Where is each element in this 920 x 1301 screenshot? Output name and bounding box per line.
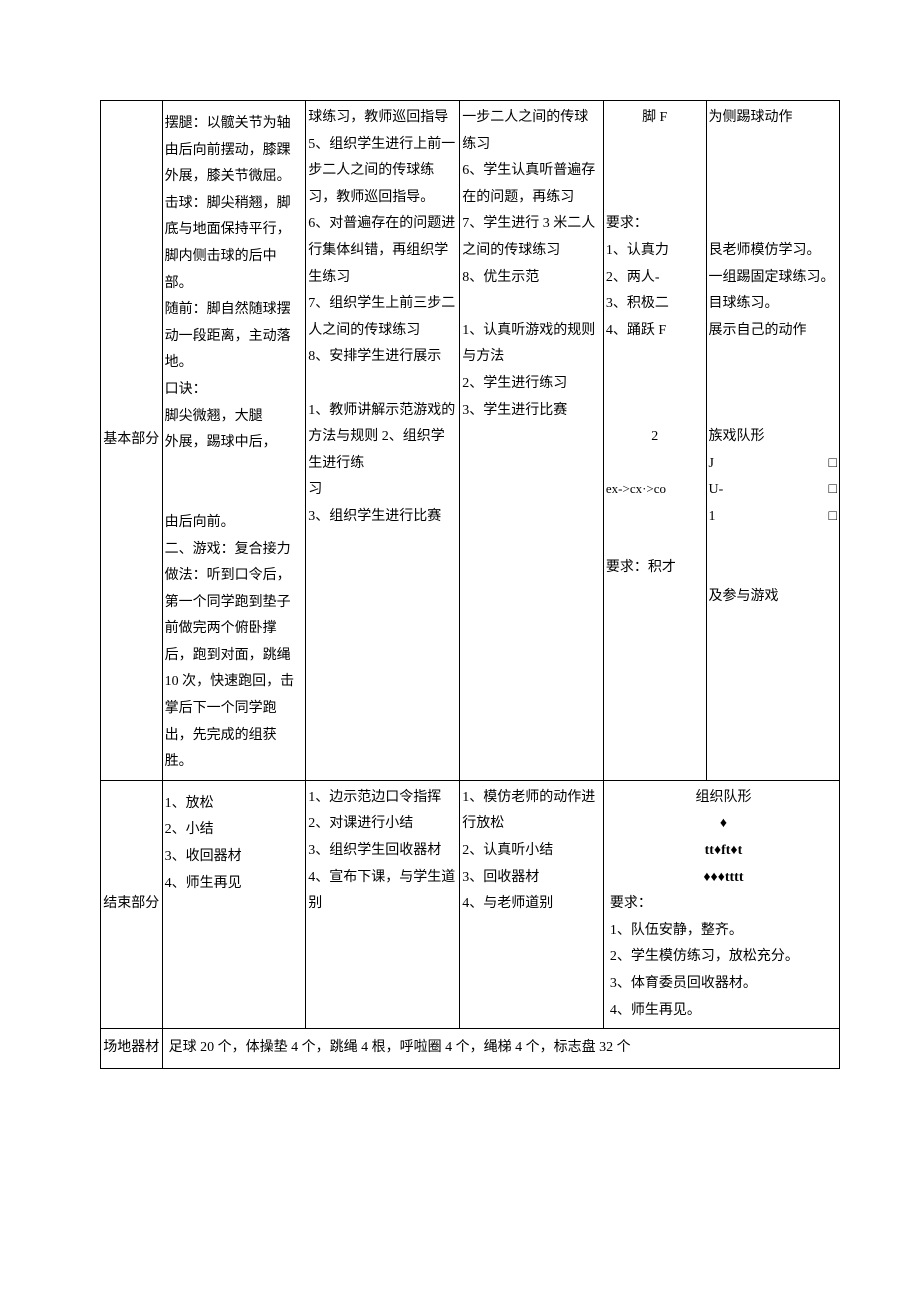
cell-text: 1、边示范边口令指挥 2、对课进行小结 3、组织学生回收器材 4、宣布下课，与学… (308, 790, 455, 911)
table-row: 基本部分 摆腿：以髋关节为轴由后向前摆动，膝踝外展，膝关节微屈。 击球：脚尖稍翘… (101, 101, 840, 781)
section-equipment: 场地器材 (101, 1029, 163, 1069)
section-label: 基本部分 (103, 432, 159, 447)
cell-text: 1、模仿老师的动作进行放松 2、认真听小结 3、回收器材 4、与老师道别 (462, 790, 595, 911)
cell-text: 1、放松 2、小结 3、收回器材 4、师生再见 (165, 796, 242, 891)
cell-text: 摆腿：以髋关节为轴由后向前摆动，膝踝外展，膝关节微屈。 击球：脚尖稍翘，脚底与地… (165, 116, 295, 769)
cell-equipment-content: 足球 20 个，体操垫 4 个，跳绳 4 根，呼啦圈 4 个，绳梯 4 个，标志… (162, 1029, 839, 1069)
requirements-block: 要求： 1、队伍安静，整齐。 2、学生模仿练习，放松充分。 3、体育委员回收器材… (610, 891, 837, 1024)
cell-end-teacher: 1、边示范边口令指挥 2、对课进行小结 3、组织学生回收器材 4、宣布下课，与学… (306, 780, 460, 1028)
cell-basic-student: 一步二人之间的传球练习 6、学生认真听普遍存在的问题，再练习 7、学生进行 3 … (460, 101, 604, 781)
cell-basic-org: 脚 F 要求：1、认真力2、两人-3、积极二4、踊跃 F 2 ex->cx·>c… (603, 101, 706, 781)
section-basic: 基本部分 (101, 101, 163, 781)
section-label: 场地器材 (103, 1040, 159, 1055)
cell-end-org-merged: 组织队形♦tt♦ft♦t♦♦♦tttt要求： 1、队伍安静，整齐。 2、学生模仿… (603, 780, 839, 1028)
cell-basic-content: 摆腿：以髋关节为轴由后向前摆动，膝踝外展，膝关节微屈。 击球：脚尖稍翘，脚底与地… (162, 101, 306, 781)
cell-end-student: 1、模仿老师的动作进行放松 2、认真听小结 3、回收器材 4、与老师道别 (460, 780, 604, 1028)
cell-text: 一步二人之间的传球练习 6、学生认真听普遍存在的问题，再练习 7、学生进行 3 … (462, 110, 595, 418)
table-row: 场地器材 足球 20 个，体操垫 4 个，跳绳 4 根，呼啦圈 4 个，绳梯 4… (101, 1029, 840, 1069)
cell-text: 球练习，教师巡回指导 5、组织学生进行上前一步二人之间的传球练习，教师巡回指导。… (308, 110, 455, 524)
cell-text: 足球 20 个，体操垫 4 个，跳绳 4 根，呼啦圈 4 个，绳梯 4 个，标志… (169, 1040, 631, 1055)
section-label: 结束部分 (103, 896, 159, 911)
table-row: 结束部分 1、放松 2、小结 3、收回器材 4、师生再见 1、边示范边口令指挥 … (101, 780, 840, 1028)
formation-block: 组织队形♦tt♦ft♦t♦♦♦tttt (610, 785, 837, 891)
cell-basic-notes: 为侧踢球动作 艮老师模仿学习。一组踢固定球练习。目球练习。展示自己的动作 族戏队… (706, 101, 839, 781)
lesson-plan-table: 基本部分 摆腿：以髋关节为轴由后向前摆动，膝踝外展，膝关节微屈。 击球：脚尖稍翘… (100, 100, 840, 1069)
cell-basic-teacher: 球练习，教师巡回指导 5、组织学生进行上前一步二人之间的传球练习，教师巡回指导。… (306, 101, 460, 781)
section-end: 结束部分 (101, 780, 163, 1028)
cell-end-content: 1、放松 2、小结 3、收回器材 4、师生再见 (162, 780, 306, 1028)
